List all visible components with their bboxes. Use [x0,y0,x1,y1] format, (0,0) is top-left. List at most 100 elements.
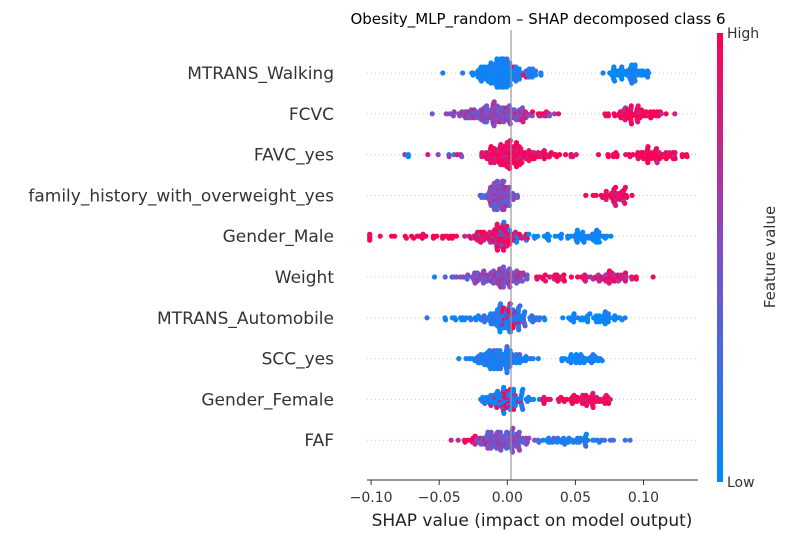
shap-point [653,146,660,152]
shap-point [612,113,618,119]
shap-point [494,178,500,184]
shap-point [632,62,638,68]
shap-point [541,156,547,162]
shap-point [610,437,617,443]
shap-point [516,76,523,82]
shap-point [517,352,523,358]
shap-point [514,194,521,200]
shap-point [568,360,574,366]
shap-point [584,402,590,408]
shap-point [585,319,591,325]
x-axis-ticks: −0.10 −0.05 0.00 0.05 0.10 [350,480,659,506]
x-axis-label: SHAP value (impact on model output) [372,511,693,531]
shap-point [520,119,526,125]
shap-point [494,247,501,253]
shap-point [538,72,544,78]
shap-point [563,152,569,158]
shap-point [590,390,596,396]
shap-point [501,178,507,184]
shap-point [465,272,471,278]
shap-point [513,140,520,146]
shap-point [453,233,459,239]
shap-point [551,111,558,117]
shap-point [453,317,459,323]
feature-label: Gender_Male [223,227,334,247]
shap-point [423,233,429,239]
shap-point [585,437,591,443]
shap-point [498,447,504,453]
shap-point [622,270,629,276]
shap-point [474,270,481,276]
shap-point [607,396,613,402]
shap-point [603,188,609,194]
shap-point [573,152,579,158]
feature-label: FAVC_yes [254,146,334,166]
shap-point [512,229,519,235]
x-tick-label: 0.05 [560,490,591,506]
x-tick-label: 0.00 [492,490,523,506]
colorbar-high-label: High [727,26,759,42]
shap-point [560,315,566,321]
shap-point [654,160,660,166]
shap-point [546,154,553,160]
shap-point [526,435,532,441]
shap-point [507,138,513,144]
shap-point [462,233,468,239]
shap-point [546,237,552,243]
shap-point [533,72,539,78]
shap-point [500,264,507,270]
shap-point [629,113,635,119]
feature-label: SCC_yes [262,350,335,370]
chart-title: Obesity_MLP_random – SHAP decomposed cla… [350,10,725,29]
feature-label: FCVC [289,105,334,125]
shap-point [569,400,576,406]
x-tick-label: 0.10 [628,490,659,506]
shap-point [516,447,523,453]
shap-point [542,272,548,278]
colorbar-low-label: Low [727,475,755,491]
feature-label: MTRANS_Walking [187,64,334,84]
shap-point [520,406,526,412]
shap-point [494,221,500,227]
shap-point [488,429,494,435]
shap-point [590,404,596,410]
shap-point [520,386,526,392]
shap-point [541,148,547,154]
shap-point [377,233,383,239]
shap-point [629,192,635,198]
shap-point [622,184,629,190]
shap-point [517,303,523,309]
colorbar-title: Feature value [761,206,779,308]
shap-point [504,429,510,435]
shap-point [498,301,504,307]
shap-point [484,103,490,109]
shap-point [497,366,504,372]
shap-point [504,56,510,62]
shap-point [511,107,517,113]
shap-point [510,325,516,331]
shap-point [547,396,553,402]
shap-point [633,276,639,282]
shap-point [507,82,513,88]
shap-point [454,274,460,280]
shap-point [574,398,580,404]
shap-point [513,239,520,245]
shap-point [657,156,663,162]
shap-point [451,109,457,115]
shap-point [470,72,476,78]
shap-point [429,111,435,117]
shap-point [556,398,562,404]
shap-point [628,121,635,127]
shap-point [450,113,456,119]
shap-point [612,78,618,84]
shap-point [542,278,549,284]
shap-point [558,231,565,237]
shap-point [580,229,586,235]
shap-point [536,439,542,445]
shap-point [504,344,510,350]
feature-label: MTRANS_Automobile [157,309,334,329]
shap-point [507,121,513,127]
shap-point [522,309,528,315]
shap-point [504,223,510,229]
